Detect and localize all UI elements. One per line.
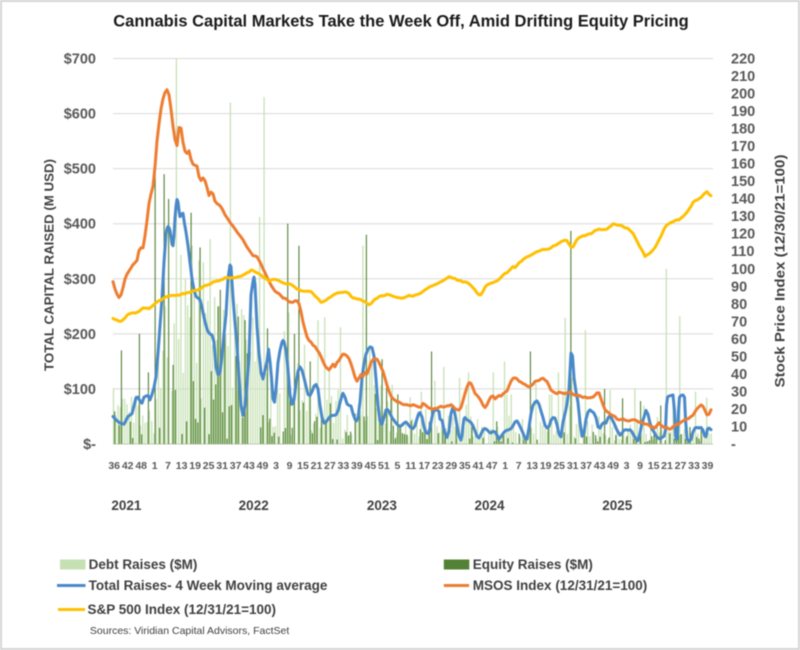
svg-text:30: 30 — [731, 384, 747, 400]
svg-text:11: 11 — [405, 460, 416, 472]
svg-text:10: 10 — [731, 420, 747, 436]
svg-text:2025: 2025 — [602, 498, 633, 513]
svg-text:190: 190 — [731, 104, 755, 120]
svg-text:37: 37 — [580, 460, 592, 472]
svg-text:13: 13 — [176, 460, 188, 472]
svg-text:49: 49 — [257, 460, 269, 472]
svg-text:51: 51 — [378, 460, 390, 472]
svg-text:45: 45 — [365, 460, 377, 472]
svg-text:31: 31 — [567, 460, 579, 472]
svg-text:15: 15 — [648, 460, 660, 472]
svg-text:$-: $- — [83, 437, 96, 453]
svg-text:160: 160 — [731, 157, 755, 173]
svg-text:170: 170 — [731, 139, 755, 155]
svg-text:MSOS Index (12/31/21=100): MSOS Index (12/31/21=100) — [473, 578, 647, 593]
svg-text:$700: $700 — [64, 52, 96, 68]
svg-text:Total Raises- 4 Week Moving av: Total Raises- 4 Week Moving average — [89, 578, 328, 593]
svg-text:130: 130 — [731, 209, 755, 225]
svg-text:48: 48 — [135, 460, 147, 472]
svg-text:$300: $300 — [64, 272, 96, 288]
svg-text:39: 39 — [351, 460, 363, 472]
svg-text:5: 5 — [394, 460, 400, 472]
svg-text:60: 60 — [731, 332, 747, 348]
svg-text:43: 43 — [243, 460, 255, 472]
svg-text:2021: 2021 — [111, 498, 142, 513]
svg-text:120: 120 — [731, 227, 755, 243]
svg-text:13: 13 — [526, 460, 538, 472]
svg-text:19: 19 — [540, 460, 552, 472]
svg-text:Debt Raises ($M): Debt Raises ($M) — [89, 557, 198, 572]
svg-text:80: 80 — [731, 297, 747, 313]
svg-text:$200: $200 — [64, 327, 96, 343]
svg-text:25: 25 — [203, 460, 215, 472]
svg-text:1: 1 — [152, 460, 158, 472]
svg-text:27: 27 — [324, 460, 336, 472]
svg-text:2023: 2023 — [367, 498, 398, 513]
svg-text:Equity Raises ($M): Equity Raises ($M) — [473, 557, 593, 572]
svg-text:140: 140 — [731, 192, 755, 208]
svg-text:49: 49 — [607, 460, 619, 472]
svg-text:19: 19 — [189, 460, 201, 472]
svg-text:17: 17 — [418, 460, 430, 472]
svg-text:15: 15 — [297, 460, 309, 472]
svg-text:27: 27 — [675, 460, 687, 472]
svg-text:21: 21 — [661, 460, 673, 472]
svg-text:40: 40 — [731, 367, 747, 383]
svg-text:$600: $600 — [64, 107, 96, 123]
svg-text:70: 70 — [731, 314, 747, 330]
svg-text:Sources: Viridian Capital Advi: Sources: Viridian Capital Advisors, Fact… — [90, 625, 289, 637]
svg-text:$100: $100 — [64, 382, 96, 398]
svg-text:150: 150 — [731, 174, 755, 190]
svg-text:$500: $500 — [64, 162, 96, 178]
svg-text:1: 1 — [502, 460, 508, 472]
svg-text:36: 36 — [108, 460, 120, 472]
svg-text:-: - — [731, 437, 736, 453]
svg-text:Cannabis Capital Markets Take: Cannabis Capital Markets Take the Week O… — [113, 13, 688, 31]
svg-text:42: 42 — [122, 460, 134, 472]
svg-text:31: 31 — [216, 460, 228, 472]
svg-text:2024: 2024 — [474, 498, 505, 513]
svg-text:21: 21 — [311, 460, 323, 472]
svg-text:TOTAL CAPITAL RAISED (M USD): TOTAL CAPITAL RAISED (M USD) — [42, 159, 57, 371]
svg-text:3: 3 — [624, 460, 630, 472]
svg-text:$400: $400 — [64, 217, 96, 233]
svg-text:33: 33 — [688, 460, 700, 472]
svg-text:200: 200 — [731, 87, 755, 103]
svg-text:90: 90 — [731, 279, 747, 295]
svg-text:9: 9 — [287, 460, 293, 472]
svg-text:25: 25 — [553, 460, 565, 472]
svg-text:3: 3 — [273, 460, 279, 472]
svg-text:2022: 2022 — [239, 498, 269, 513]
svg-text:39: 39 — [702, 460, 714, 472]
svg-text:50: 50 — [731, 349, 747, 365]
svg-text:23: 23 — [432, 460, 444, 472]
svg-text:180: 180 — [731, 122, 755, 138]
svg-text:220: 220 — [731, 52, 755, 68]
svg-text:7: 7 — [516, 460, 522, 472]
svg-text:20: 20 — [731, 402, 747, 418]
svg-text:33: 33 — [338, 460, 350, 472]
svg-text:29: 29 — [445, 460, 457, 472]
svg-text:43: 43 — [594, 460, 606, 472]
svg-text:9: 9 — [637, 460, 643, 472]
svg-text:Stock Price Index (12/30/21=10: Stock Price Index (12/30/21=100) — [772, 155, 788, 388]
svg-text:110: 110 — [731, 244, 754, 260]
svg-text:35: 35 — [459, 460, 471, 472]
svg-text:47: 47 — [486, 460, 498, 472]
svg-text:210: 210 — [731, 69, 755, 85]
svg-text:41: 41 — [472, 460, 484, 472]
svg-text:7: 7 — [165, 460, 171, 472]
svg-text:100: 100 — [731, 262, 755, 278]
svg-text:S&P 500 Index (12/31/21=100): S&P 500 Index (12/31/21=100) — [88, 602, 277, 617]
svg-text:37: 37 — [230, 460, 242, 472]
